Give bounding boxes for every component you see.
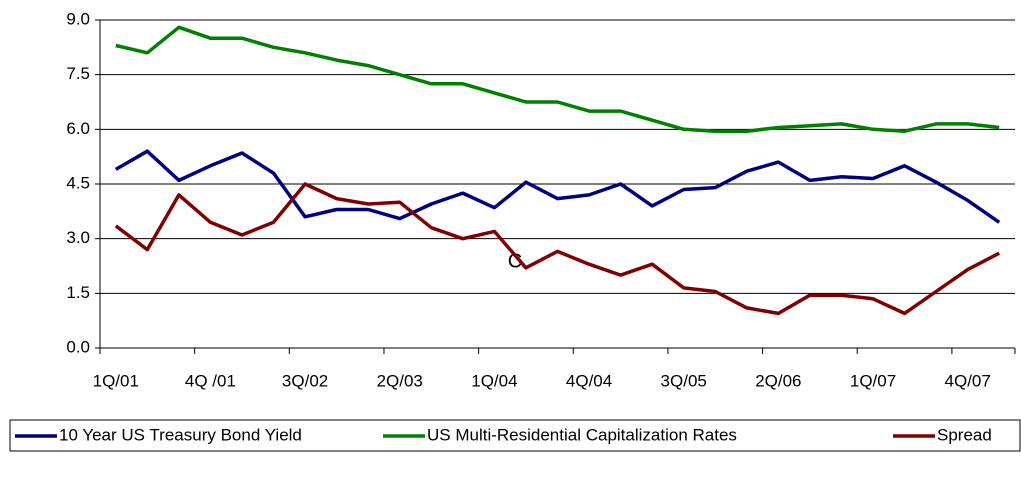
- x-tick-label: 2Q/03: [377, 371, 423, 390]
- x-tick-label: 4Q/07: [945, 371, 991, 390]
- legend-label: 10 Year US Treasury Bond Yield: [59, 425, 302, 444]
- y-tick-label: 0.0: [66, 337, 90, 356]
- series-line: [115, 25, 1000, 133]
- y-tick-label: 1.5: [66, 283, 90, 302]
- x-tick-label: 3Q/02: [282, 371, 328, 390]
- legend-label: Spread: [937, 425, 992, 444]
- legend-box: [9, 419, 1021, 452]
- y-tick-label: 9.0: [66, 9, 90, 28]
- x-tick-label: 2Q/06: [755, 371, 801, 390]
- series-line: [114, 149, 1001, 224]
- x-tick-label: 1Q/07: [850, 371, 896, 390]
- x-tick-label: 3Q/05: [661, 371, 707, 390]
- x-tick-label: 4Q/04: [566, 371, 612, 390]
- x-tick-label: 1Q/01: [93, 371, 139, 390]
- x-tick-label: 1Q/04: [471, 371, 517, 390]
- y-tick-label: 6.0: [66, 119, 90, 138]
- y-tick-label: 3.0: [66, 228, 90, 247]
- legend-label: US Multi-Residential Capitalization Rate…: [427, 425, 737, 444]
- series-line: [114, 182, 1001, 316]
- annotation: C: [508, 250, 522, 272]
- x-tick-label: 4Q /01: [185, 371, 236, 390]
- y-tick-label: 7.5: [66, 64, 90, 83]
- y-tick-label: 4.5: [66, 173, 90, 192]
